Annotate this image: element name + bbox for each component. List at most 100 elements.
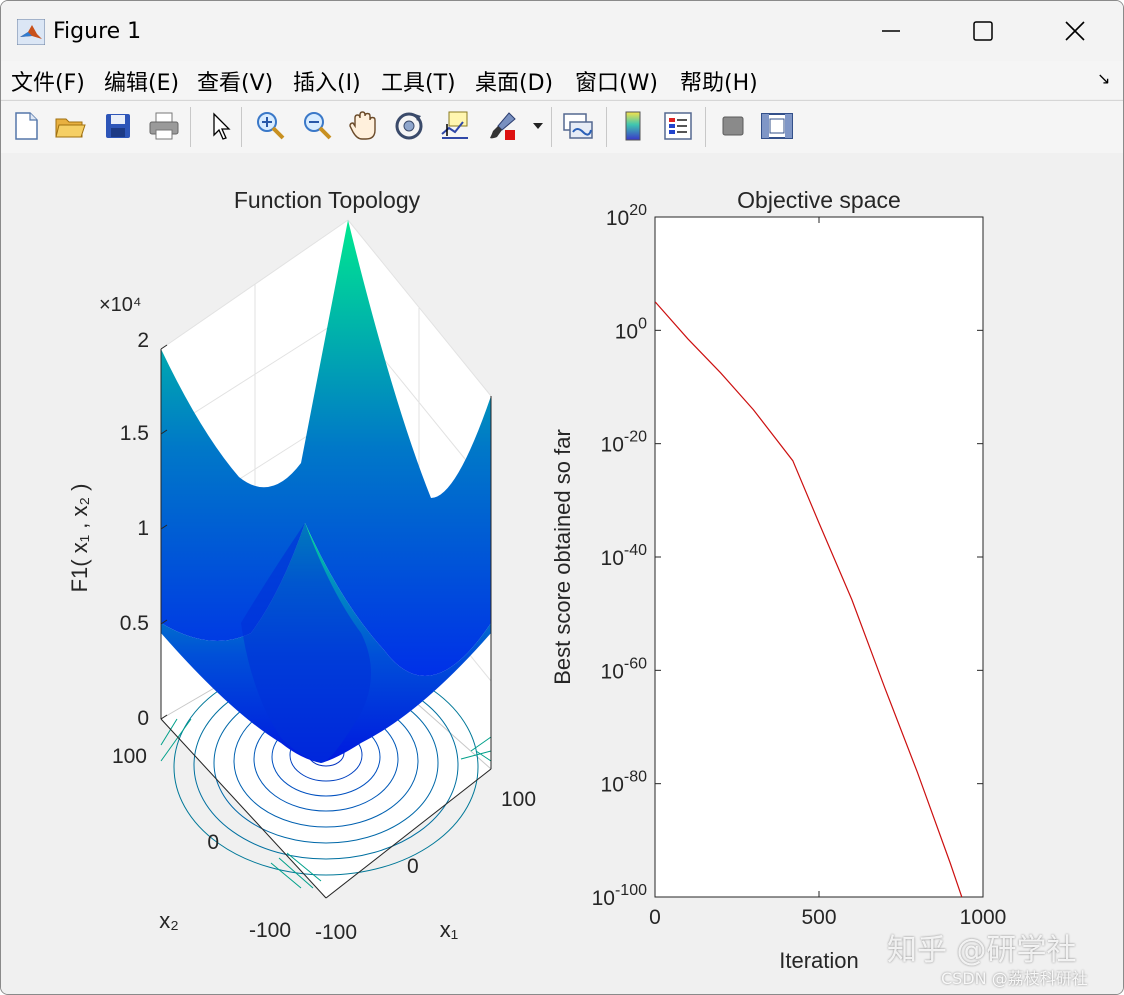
y-tick-label: 100 [615,315,647,343]
surface-back [161,220,491,676]
chevron-down-icon [533,123,543,129]
brush-dropdown-button[interactable] [528,107,548,145]
toolbar [1,100,1123,154]
close-button[interactable] [1047,9,1103,53]
save-button[interactable] [101,107,135,145]
convergence-title: Objective space [737,187,901,213]
y-tick-label: 10-80 [601,769,648,797]
pan-hand-icon [349,111,376,140]
menu-edit[interactable]: 编辑(E) [104,71,180,96]
z-axis-label: F1( x₁ , x₂ ) [67,484,92,593]
watermark-csdn: CSDN @荔枝科研社 [941,969,1088,988]
new-figure-button[interactable] [9,107,43,145]
zoom-out-button[interactable] [300,107,334,145]
menu-window[interactable]: 窗口(W) [575,71,658,96]
maximize-button[interactable] [955,9,1011,53]
new-figure-icon [15,112,38,140]
menu-tools[interactable]: 工具(T) [381,71,456,96]
x-tick-label: 100 [501,788,536,811]
x-axis-label: x₁ [440,917,458,942]
show-plot-tools-icon [761,113,793,139]
x-tick-label: 1000 [960,906,1007,929]
y-tick-label: 1020 [606,202,647,230]
brush-icon [490,112,516,140]
print-icon [149,112,179,140]
x-tick-label: 0 [407,855,419,878]
dock-arrow-icon[interactable]: ↘ [1097,69,1111,88]
toolbar-separator [241,107,242,147]
z-tick-label: 1.5 [120,422,149,445]
open-file-button[interactable] [53,107,87,145]
x-tick-label: 500 [801,906,836,929]
z-tick-label: 2 [137,329,149,352]
menu-desktop[interactable]: 桌面(D) [475,71,554,96]
minimize-button[interactable] [863,9,919,53]
data-cursor-icon [441,111,468,139]
y-tick-label: 10-100 [592,882,647,910]
menu-file[interactable]: 文件(F) [11,71,85,96]
convergence-axes[interactable]: Objective space Iteration Best score obt… [550,187,1006,973]
minimize-icon [882,30,900,32]
y-tick-label: 0 [207,831,219,854]
z-exponent-label: ×10⁴ [99,294,142,316]
zoom-in-icon [257,112,285,140]
surface-axes[interactable]: 0 0.5 1 1.5 2 ×10⁴ Function Topology F1(… [67,187,536,944]
convergence-xlabel: Iteration [779,948,859,973]
menu-bar: 文件(F) 编辑(E) 查看(V) 插入(I) 工具(T) 桌面(D) 窗口(W… [1,61,1123,99]
zoom-in-button[interactable] [253,107,287,145]
pan-button[interactable] [346,107,380,145]
menu-insert[interactable]: 插入(I) [293,71,361,96]
figure-plots: 0 0.5 1 1.5 2 ×10⁴ Function Topology F1(… [67,187,1006,973]
data-cursor-button[interactable] [438,107,472,145]
surface-title: Function Topology [234,187,421,213]
y-axis-label: x₂ [159,908,179,933]
convergence-ylabel: Best score obtained so far [550,429,575,685]
y-tick-label: 10-40 [601,542,648,570]
show-plot-tools-button[interactable] [760,107,794,145]
brush-button[interactable] [486,107,520,145]
window-title: Figure 1 [53,19,142,44]
y-tick-label: 10-20 [601,429,648,457]
matlab-logo-icon [17,19,45,45]
z-tick-label: 1 [137,517,149,540]
convergence-curve [654,301,963,898]
toolbar-separator [606,107,607,147]
save-icon [106,114,130,138]
legend-icon [664,112,692,140]
colorbar-button[interactable] [616,107,650,145]
rotate-3d-button[interactable] [392,107,426,145]
link-plot-button[interactable] [561,107,595,145]
axes-box [160,349,492,899]
figure-canvas: 0 0.5 1 1.5 2 ×10⁴ Function Topology F1(… [1,153,1123,994]
toolbar-separator [551,107,552,147]
watermark-zhihu: 知乎 @研学社 [887,933,1077,968]
close-icon [1065,21,1085,41]
surface-bowl [241,523,371,763]
pointer-button[interactable] [203,107,237,145]
print-button[interactable] [147,107,181,145]
convergence-plot-area [654,216,984,898]
z-tick-label: 0 [137,707,149,730]
z-tick-marks [160,344,168,720]
link-plot-icon [563,113,593,139]
title-bar[interactable]: Figure 1 [1,1,1123,61]
legend-button[interactable] [661,107,695,145]
toolbar-separator [705,107,706,147]
maximize-icon [973,21,993,41]
open-file-icon [55,118,86,138]
x-tick-label: -100 [315,921,357,944]
y-tick-label: 100 [112,745,147,768]
pointer-icon [213,112,231,140]
hide-plot-tools-button[interactable] [716,107,750,145]
zoom-out-icon [304,112,332,140]
hide-plot-tools-icon [722,116,744,136]
menu-view[interactable]: 查看(V) [197,71,274,96]
rotate-3d-icon [395,112,423,140]
z-tick-label: 0.5 [120,612,149,635]
y-tick-label: -100 [249,919,291,942]
y-tick-label: 10-60 [601,655,648,683]
x-tick-label: 0 [649,906,661,929]
colorbar-icon [625,111,641,141]
menu-help[interactable]: 帮助(H) [680,71,758,96]
